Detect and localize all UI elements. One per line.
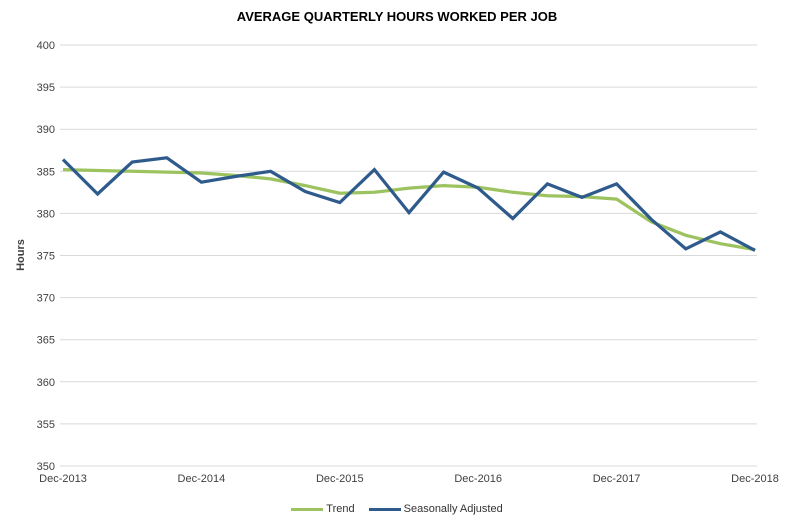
y-tick-label-350: 350 [37,461,55,473]
y-tick-label-380: 380 [37,208,55,220]
chart-title: AVERAGE QUARTERLY HOURS WORKED PER JOB [236,9,558,24]
x-tick-label-Dec-2017: Dec-2017 [593,473,641,485]
series-line-seasonally-adjusted [61,156,756,252]
legend-label-seasonally-adjusted: Seasonally Adjusted [403,503,503,515]
legend-label-trend: Trend [326,503,355,515]
y-tick-label-355: 355 [37,419,55,431]
y-tick-label-370: 370 [37,293,55,305]
legend-item-trend: Trend [291,503,355,515]
x-tick-label-Dec-2014: Dec-2014 [178,473,226,485]
x-tick-label-Dec-2013: Dec-2013 [39,473,87,485]
x-tick-label-Dec-2015: Dec-2015 [316,473,364,485]
y-tick-label-385: 385 [37,166,55,178]
legend-item-seasonally-adjusted: Seasonally Adjusted [368,503,503,515]
series-line-trend [62,167,756,252]
x-tick-label-Dec-2018: Dec-2018 [731,473,779,485]
y-tick-label-395: 395 [37,82,55,94]
y-tick-label-375: 375 [37,251,55,263]
y-tick-label-360: 360 [37,377,55,389]
x-tick-label-Dec-2016: Dec-2016 [454,473,502,485]
legend-swatch-seasonally-adjusted [368,507,401,511]
legend-swatch-trend [291,507,324,511]
y-tick-label-400: 400 [37,40,55,52]
y-tick-label-390: 390 [37,124,55,136]
y-tick-label-365: 365 [37,335,55,347]
legend: Trend Seasonally Adjusted [0,501,794,517]
